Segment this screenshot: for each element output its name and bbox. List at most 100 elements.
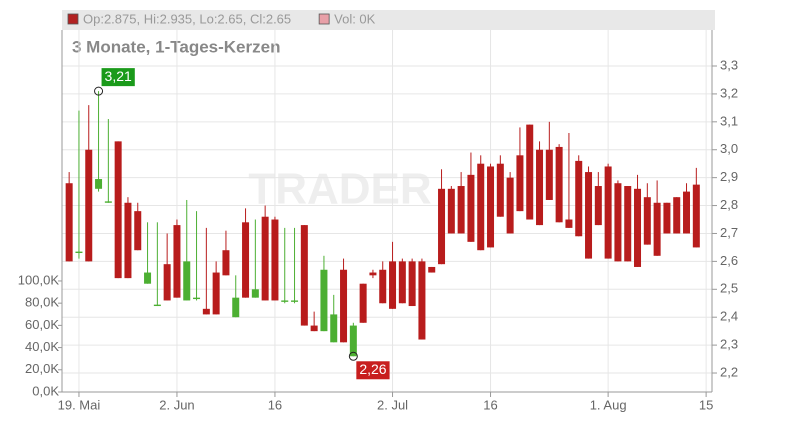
candle-body [271,219,279,301]
candle-body [496,163,504,217]
candle-body [398,261,406,304]
candle-body [673,197,681,234]
y2-tick-label: 40,0K [25,339,59,354]
annotation-marker [348,351,358,361]
candle-body [408,261,416,307]
candle-body [153,304,161,307]
candle-body [379,269,387,304]
legend-label: Op:2.875, Hi:2.935, Lo:2.65, Cl:2.65 [83,11,291,26]
candle-body [202,308,210,315]
candle-body [634,188,642,267]
y-tick-label: 2,7 [720,225,738,240]
candle-body [222,250,230,276]
candle-body [447,188,455,234]
candle-body [300,225,308,326]
y-tick-label: 2,2 [720,364,738,379]
annotation-label: 2,26 [359,361,386,377]
annotation-label: 3,21 [105,68,132,84]
candle-body [545,149,553,200]
candle-body [349,325,357,357]
y-tick-label: 2,3 [720,337,738,352]
candle-body [516,155,524,212]
y2-tick-label: 60,0K [25,317,59,332]
candle-body [663,202,671,234]
candle-body [428,266,436,273]
x-tick-label: 16 [483,397,497,412]
legend-label: Vol: 0K [334,11,376,26]
candle-body [114,141,122,279]
candle-body [565,219,573,228]
candle-body [104,201,112,203]
candle-body [232,297,240,318]
y-tick-label: 3,1 [720,113,738,128]
candle-body [477,163,485,251]
candle-body [369,272,377,276]
x-tick-label: 1. Aug [590,397,627,412]
y2-tick-label: 100,0K [18,272,60,287]
candle-body [281,300,289,302]
candle-body [604,166,612,259]
candle-body [310,325,318,332]
candle-body [506,177,514,234]
candle-body [555,146,563,223]
legend-band [62,10,715,30]
candle-body [643,197,651,245]
candle-body [653,202,661,256]
y-tick-label: 2,8 [720,197,738,212]
candle-body [359,283,367,323]
y-tick-label: 3,3 [720,57,738,72]
y-tick-label: 2,9 [720,169,738,184]
x-tick-label: 2. Jul [377,397,408,412]
candle-body [526,124,534,220]
candle-body [183,261,191,301]
candle-body [75,251,83,254]
candle-body [163,264,171,301]
candle-body [124,202,132,279]
y-tick-label: 2,6 [720,253,738,268]
candle-body [193,297,201,300]
candle-body [320,269,328,332]
candle-body [575,160,583,237]
annotation-box [356,361,390,380]
legend-swatch [318,13,330,25]
subtitle: 3 Monate, 1-Tages-Kerzen [72,37,280,56]
candle-body [614,183,622,262]
candle-body [65,183,73,262]
x-tick-label: 2. Jun [159,397,194,412]
candle-body [389,261,397,309]
candle-body [594,186,602,226]
candle-body [418,261,426,340]
y-tick-label: 3,0 [720,141,738,156]
candle-body [487,166,495,248]
annotation-box [101,68,135,87]
candle-body [624,186,632,262]
y-tick-label: 2,5 [720,281,738,296]
y2-tick-label: 0,0K [32,383,59,398]
candle-body [134,211,142,251]
candle-body [85,149,93,262]
candle-body [585,172,593,259]
x-tick-label: 15 [699,397,713,412]
y2-tick-label: 20,0K [25,361,59,376]
candle-body [438,188,446,265]
annotation-marker [94,86,104,96]
legend-swatch [67,13,79,25]
candle-body [173,225,181,298]
candle-body [95,179,103,189]
candle-body [467,174,475,242]
candle-body [330,314,338,343]
candle-body [291,300,299,302]
candle-body [457,186,465,234]
candle-body [212,272,220,315]
y-tick-label: 3,2 [720,85,738,100]
candle-body [242,222,250,298]
candle-body [536,149,544,226]
candle-body [144,272,152,284]
candle-body [683,191,691,234]
y-tick-label: 2,4 [720,309,738,324]
candle-body [340,269,348,343]
candle-body [692,184,700,248]
candle-body [251,289,259,298]
x-tick-label: 19. Mai [58,397,101,412]
